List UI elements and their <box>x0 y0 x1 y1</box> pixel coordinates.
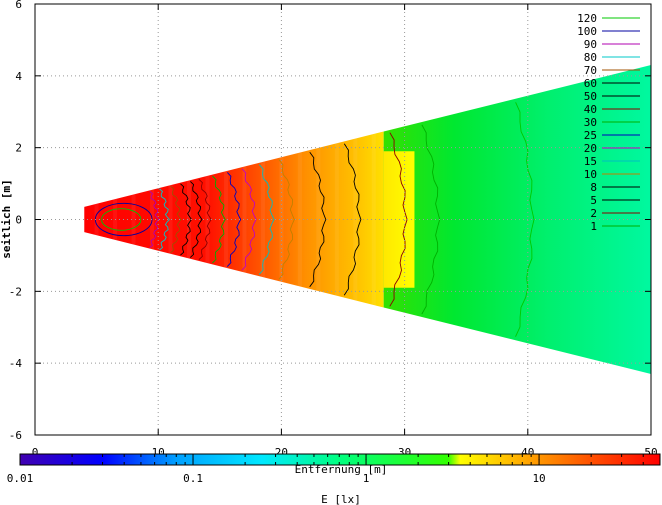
legend-label: 15 <box>584 155 597 168</box>
legend-label: 8 <box>590 181 597 194</box>
x-tick-label: 0 <box>32 446 39 459</box>
colorbar-tick-label: 0.1 <box>183 472 203 485</box>
legend-label: 30 <box>584 116 597 129</box>
y-tick-label: 0 <box>15 214 22 227</box>
legend-label: 60 <box>584 77 597 90</box>
contour-line <box>241 168 257 271</box>
y-tick-label: 2 <box>15 142 22 155</box>
colorbar: 0.01 0.1 1 10 Entfernung [m] E [lx] <box>7 453 661 505</box>
colorbar-title: E [lx] <box>321 493 361 505</box>
legend-label: 40 <box>584 103 597 116</box>
legend-label: 5 <box>590 194 597 207</box>
y-tick-label: 6 <box>15 0 22 11</box>
legend-label: 120 <box>577 12 597 25</box>
legend-label: 2 <box>590 207 597 220</box>
y-axis-ticks: -6 -4 -2 0 2 4 6 <box>9 0 651 442</box>
contour-line <box>226 172 242 267</box>
legend-label: 100 <box>577 25 597 38</box>
legend-label: 80 <box>584 51 597 64</box>
contour-line <box>189 181 203 258</box>
y-tick-label: -4 <box>9 357 23 370</box>
contour-line <box>278 159 295 280</box>
legend-label: 10 <box>584 168 597 181</box>
legend-label: 70 <box>584 64 597 77</box>
grid-lines <box>35 4 651 435</box>
y-tick-label: 4 <box>15 70 22 83</box>
legend-label: 90 <box>584 38 597 51</box>
contour-line <box>515 102 535 337</box>
contour-line <box>149 191 160 248</box>
x-axis-label: Entfernung [m] <box>295 463 388 476</box>
contour-line <box>343 143 362 296</box>
contour-line <box>309 151 327 288</box>
y-axis-label: seitlich [m] <box>0 179 13 258</box>
y-tick-label: -6 <box>9 429 22 442</box>
far-field-region <box>383 65 651 374</box>
colorbar-tick-label: 0.01 <box>7 472 34 485</box>
legend-label: 25 <box>584 129 597 142</box>
contour-line <box>159 188 170 251</box>
legend-label: 1 <box>590 220 597 233</box>
contour-ring <box>101 208 142 231</box>
y-tick-label: -2 <box>9 285 22 298</box>
heatmap-regions <box>84 65 651 374</box>
colorbar-tick-label: 10 <box>532 472 545 485</box>
colorbar-ticks: 0.01 0.1 1 10 <box>7 454 661 485</box>
near-field-region <box>84 131 384 308</box>
legend-label: 50 <box>584 90 597 103</box>
contour-line <box>258 164 275 275</box>
contour-line <box>212 175 226 264</box>
colorbar-tick-label: 1 <box>363 472 370 485</box>
legend-label: 20 <box>584 142 597 155</box>
contour-line <box>170 185 182 254</box>
